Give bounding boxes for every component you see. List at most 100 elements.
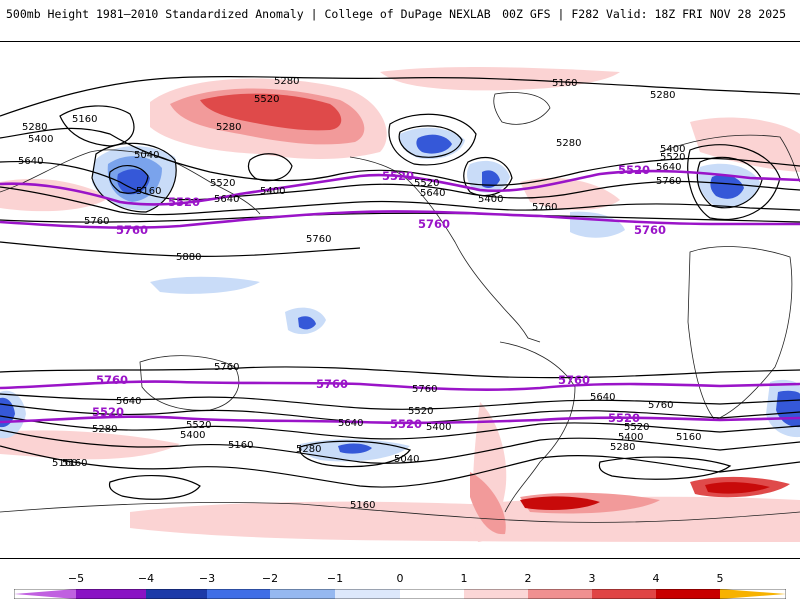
highlight-label: 5520 (92, 405, 124, 419)
contour-5280-north (0, 75, 800, 117)
colorbar-seg-2 (146, 589, 207, 599)
contour-5400-great-lakes (463, 157, 513, 197)
contour-label: 5520 (414, 178, 439, 189)
contour-label: 5760 (84, 216, 109, 227)
anomaly-pos-north-pacific-peak (200, 93, 342, 131)
colorbar-seg-6 (400, 589, 464, 599)
contour-5160-south-east (598, 456, 732, 480)
contour-label: 5520 (254, 94, 279, 105)
colorbar-tick-label: 1 (460, 572, 468, 585)
coast-south-america (499, 341, 576, 513)
anomaly-pos-europe (690, 117, 800, 172)
highlight-contours (0, 169, 800, 425)
contour-label: 5160 (552, 78, 577, 89)
contour-label: 5280 (92, 424, 117, 435)
anomaly-pos-south-indian-peak (705, 482, 770, 494)
colorbar-seg-9 (592, 589, 656, 599)
contour-5160-south (0, 445, 800, 488)
contour-label: 5400 (180, 430, 205, 441)
colorbar-tick-label: −2 (261, 572, 279, 585)
anomaly-colorbar: −5 −4 −3 −2 −1 0 1 2 3 4 5 (0, 572, 800, 600)
contour-label: 5760 (306, 234, 331, 245)
contour-label: 5160 (676, 432, 701, 443)
contour-label: 5760 (532, 202, 557, 213)
map-background (0, 42, 800, 558)
colorbar-seg-3 (207, 589, 270, 599)
colorbar-seg-8 (528, 589, 592, 599)
contour-label: 5160 (136, 186, 161, 197)
contour-5160-north (59, 105, 135, 147)
run-valid-time: 00Z GFS | F282 Valid: 18Z FRI NOV 28 202… (502, 7, 786, 21)
contour-5400-pacific-closed (247, 153, 293, 182)
contour-label: 5640 (18, 156, 43, 167)
highlight-label: 5760 (634, 223, 666, 237)
colorbar-tick-label: −3 (198, 572, 216, 585)
contour-label: 5640 (116, 396, 141, 407)
contour-label: 5040 (394, 454, 419, 465)
colorbar-tick-label: −1 (326, 572, 344, 585)
contour-label: 5760 (656, 176, 681, 187)
colorbar-seg-5 (335, 589, 400, 599)
highlight-label: 5760 (558, 373, 590, 387)
highlight-5520-north (0, 169, 800, 206)
colorbar-tick-label: 2 (524, 572, 532, 585)
highlight-label: 5760 (418, 217, 450, 231)
contour-label: 5760 (214, 362, 239, 373)
contour-5160-south-closed (108, 475, 201, 500)
anomaly-neg-central-pacific-core (298, 316, 316, 330)
anomaly-neg-north-pacific-south (150, 276, 260, 294)
contour-label: 5400 (260, 186, 285, 197)
highlight-label: 5760 (96, 373, 128, 387)
highlight-label: 5520 (390, 417, 422, 431)
contour-5640-north (0, 186, 800, 216)
contour-label: 5760 (648, 400, 673, 411)
contour-label: 5280 (274, 76, 299, 87)
highlight-label: 5520 (608, 411, 640, 425)
contour-label: 5640 (590, 392, 615, 403)
contour-label: 5880 (176, 252, 201, 263)
contour-label: 5520 (624, 422, 649, 433)
contour-label: 5640 (338, 418, 363, 429)
colorbar-swatches (14, 589, 786, 599)
highlight-5520-south (0, 415, 800, 425)
highlight-label: 5520 (382, 169, 414, 183)
contour-5280-hudson (388, 113, 477, 166)
chart-title: 500mb Height 1981–2010 Standardized Anom… (6, 7, 491, 21)
colorbar-tick-label: 0 (396, 572, 404, 585)
contour-label: 5280 (650, 90, 675, 101)
contour-label: 5520 (408, 406, 433, 417)
contour-5400-north (0, 127, 800, 186)
contour-5760-north (0, 212, 800, 223)
colorbar-tick-label: −4 (137, 572, 155, 585)
coastlines (0, 92, 800, 523)
contour-label: 5400 (478, 194, 503, 205)
colorbar-seg-10 (656, 589, 720, 599)
contour-label: 5760 (412, 384, 437, 395)
anomaly-shading (0, 67, 800, 542)
colorbar-seg-4 (270, 589, 335, 599)
contour-labels: 5280 5520 5280 5160 5280 5280 5160 5400 … (18, 76, 701, 511)
contour-label: 5280 (216, 122, 241, 133)
highlight-5760-north (0, 210, 800, 229)
contour-label: 5640 (656, 162, 681, 173)
highlight-5760-south (0, 380, 800, 391)
coast-antarctica (0, 502, 800, 523)
colorbar-seg-11 (720, 589, 786, 599)
contour-label: 5280 (556, 138, 581, 149)
map-panel[interactable]: 5280 5520 5280 5160 5280 5280 5160 5400 … (0, 41, 800, 559)
contour-label: 5160 (62, 458, 87, 469)
coast-africa (687, 246, 793, 421)
contour-label: 5400 (660, 144, 685, 155)
contour-5280-south (0, 429, 800, 464)
contour-label: 5400 (426, 422, 451, 433)
coast-greenland (493, 92, 551, 125)
contour-5160-hudson (398, 125, 463, 158)
colorbar-tick-label: −5 (67, 572, 85, 585)
contour-label: 5160 (72, 114, 97, 125)
anomaly-pos-southern-ocean-mid (470, 472, 506, 535)
contour-label: 5520 (186, 420, 211, 431)
contour-label: 5640 (420, 188, 445, 199)
anomaly-map[interactable]: 5280 5520 5280 5160 5280 5280 5160 5400 … (0, 42, 800, 559)
contour-5520-north (0, 160, 800, 201)
anomaly-neg-hudson-bay-core (416, 134, 452, 154)
